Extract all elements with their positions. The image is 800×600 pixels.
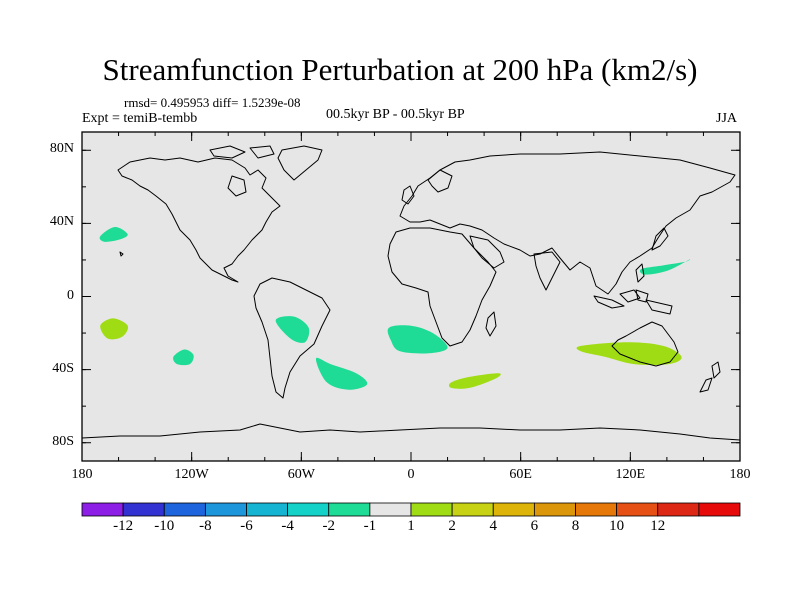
anomaly-region-2 [100,318,129,340]
lat-label: 80S [52,433,74,449]
coast-indonesia [593,263,673,315]
colorbar-label: -4 [281,518,294,534]
coast-hawaii [119,251,124,257]
coast-north-america [117,157,281,283]
coast-new-zealand [699,361,721,393]
period-label: 00.5kyr BP - 00.5kyr BP [326,107,465,122]
colorbar-swatch [204,502,247,517]
anomaly-region-6 [387,325,448,354]
colorbar-swatch [369,502,412,517]
lat-label: 40N [49,214,74,230]
coast-africa [387,227,497,347]
anomaly-region-4 [275,316,310,343]
lon-label: 60W [287,467,315,482]
map-background [82,132,740,461]
colorbar-swatch [328,502,371,517]
colorbar-label: -6 [240,518,253,534]
colorbar-label: 8 [571,518,580,534]
anomaly-region-8 [576,342,682,365]
coast-madagascar [485,311,497,337]
coast-eurasia [399,151,736,295]
coast-arabia [469,235,505,269]
lon-label: 120E [615,467,646,482]
coast-arctic-islands [209,145,275,159]
lon-label: 180 [729,467,751,482]
anomaly-region-1 [99,226,128,242]
colorbar-swatch [287,502,330,517]
lon-label: 60E [509,467,532,482]
colorbar-label: 4 [489,518,498,534]
anomaly-region-9 [639,259,691,275]
lon-label: 0 [407,467,415,482]
colorbar-label: 2 [448,518,456,534]
colorbar-label: -2 [322,518,336,534]
colorbar-swatch [122,502,165,517]
colorbar-swatch [246,502,289,517]
colorbar-swatch [698,502,741,517]
season-label: JJA [716,111,738,126]
colorbar-swatch [81,502,124,517]
anomaly-region-3 [173,349,194,366]
colorbar-label: 10 [609,518,625,534]
colorbar-swatch [451,502,494,517]
colorbar-swatch [575,502,618,517]
coast-uk [401,185,415,205]
colorbar-label: -1 [363,518,377,534]
colorbar-label: 1 [407,518,415,534]
colorbar [81,502,741,517]
stats-text: rmsd= 0.495953 diff= 1.5239e-08 [124,95,301,110]
colorbar-swatch [657,502,700,517]
coast-antarctica [81,423,741,441]
experiment-label: Expt = temiB-tembb [82,111,198,126]
coast-hudson-bay [227,175,247,197]
axis-ticks [81,132,741,461]
coast-india [533,251,561,291]
lat-label: 0 [67,287,74,303]
map-title: Streamfunction Perturbation at 200 hPa (… [102,52,698,87]
colorbar-swatch [492,502,535,517]
colorbar-swatch [410,502,453,517]
coast-scandinavia [427,169,453,193]
coast-japan [651,227,669,251]
colorbar-label: -10 [154,518,175,534]
coast-greenland [277,145,323,181]
colorbar-swatch [163,502,206,517]
lat-label: 40S [52,360,74,376]
coast-australia [611,321,679,367]
lon-label: 120W [174,467,209,482]
anomaly-region-5 [315,357,368,390]
colorbar-swatch [533,502,576,517]
lon-label: 180 [71,467,93,482]
colorbar-label: 6 [530,518,539,534]
anomaly-layer [99,226,691,390]
colorbar-label: -12 [113,518,134,534]
colorbar-label: -8 [199,518,212,534]
coastlines [81,145,741,441]
anomaly-region-7 [448,373,501,389]
colorbar-label: 12 [650,518,666,534]
colorbar-swatch [616,502,659,517]
coast-south-america [253,277,331,399]
lat-label: 80N [49,141,74,157]
